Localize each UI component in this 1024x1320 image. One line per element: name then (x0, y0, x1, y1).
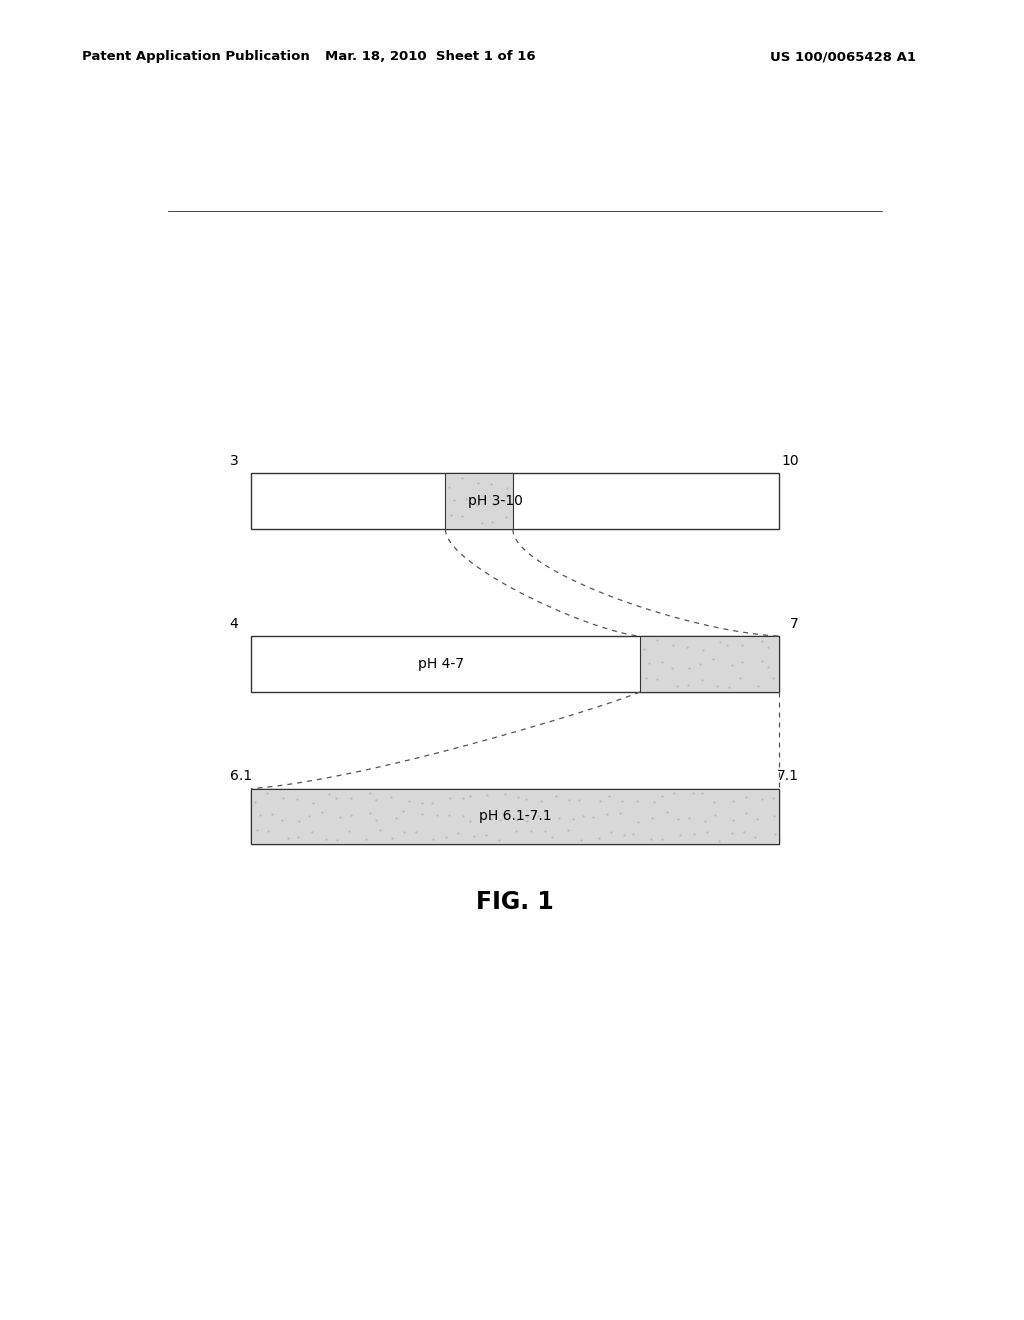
Text: pH 6.1-7.1: pH 6.1-7.1 (479, 809, 552, 822)
Text: 7: 7 (790, 616, 799, 631)
Bar (251, 788, 778, 845)
Text: Mar. 18, 2010  Sheet 1 of 16: Mar. 18, 2010 Sheet 1 of 16 (325, 50, 536, 63)
Text: pH 3-10: pH 3-10 (468, 494, 523, 508)
Bar (640, 636, 779, 692)
Text: 7.1: 7.1 (776, 770, 799, 784)
Text: 10: 10 (781, 454, 799, 469)
Text: Patent Application Publication: Patent Application Publication (82, 50, 309, 63)
Bar (251, 788, 778, 845)
Text: 3: 3 (229, 454, 239, 469)
Bar (445, 474, 513, 529)
Bar (251, 636, 778, 692)
Text: US 100/0065428 A1: US 100/0065428 A1 (770, 50, 916, 63)
Text: FIG. 1: FIG. 1 (476, 891, 554, 915)
Text: pH 4-7: pH 4-7 (419, 656, 465, 671)
Text: 6.1: 6.1 (229, 770, 252, 784)
Text: 4: 4 (229, 616, 239, 631)
Bar (251, 474, 778, 529)
